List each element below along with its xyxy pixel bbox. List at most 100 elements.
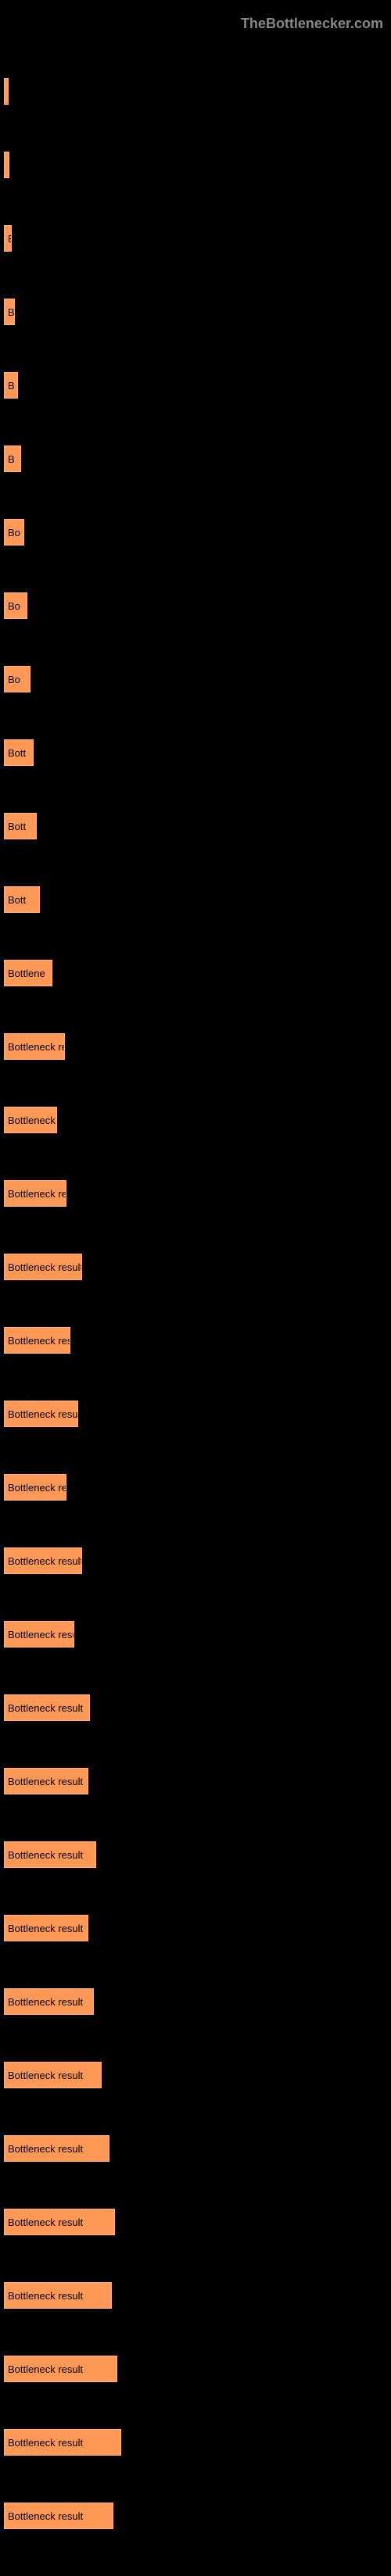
bar-label: Bottlene — [8, 968, 45, 979]
bar-row: B — [4, 225, 391, 252]
bar-label: B — [8, 159, 9, 171]
bar-label: Bo — [8, 674, 20, 685]
bar-row: Bottleneck result — [4, 2209, 391, 2235]
bar-row: Bottleneck re — [4, 1180, 391, 1207]
bar-row: B — [4, 152, 391, 178]
chart-bar: Bottleneck result — [4, 2356, 117, 2382]
chart-bar: Bottleneck result — [4, 2503, 113, 2529]
bar-label: B — [8, 306, 15, 318]
bar-row: Bottleneck resu — [4, 1621, 391, 1648]
chart-bar: Bottleneck res — [4, 1327, 70, 1354]
bar-label: Bottleneck result — [8, 1849, 83, 1861]
chart-bar: Bottleneck resul — [4, 1401, 78, 1427]
chart-bar: Bo — [4, 519, 24, 546]
bar-label: Bottleneck result — [8, 2290, 83, 2302]
bar-row: Bottleneck result — [4, 2429, 391, 2456]
bar-label: Bottleneck result — [8, 2143, 83, 2155]
bar-label: Bottleneck re — [8, 1482, 66, 1494]
bar-label: Bott — [8, 747, 26, 759]
chart-bar: Bottleneck result — [4, 2282, 112, 2309]
chart-bar: Bott — [4, 813, 37, 839]
bar-label: Bo — [8, 600, 20, 612]
bar-row — [4, 78, 391, 105]
bar-label: Bott — [8, 821, 26, 832]
bar-label: Bottleneck result — [8, 1555, 82, 1567]
bar-label: Bottleneck resu — [8, 1629, 74, 1640]
bar-row: Bottleneck result — [4, 1915, 391, 1941]
bar-label: B — [8, 453, 15, 465]
bar-label: Bottleneck result — [8, 2216, 83, 2228]
bar-row: Bottleneck re — [4, 1033, 391, 1060]
bar-row: Bottleneck res — [4, 1327, 391, 1354]
watermark-text: TheBottlenecker.com — [241, 16, 383, 32]
bar-row: B — [4, 372, 391, 399]
bar-row: Bottleneck re — [4, 1474, 391, 1501]
bar-row: Bottleneck result — [4, 1988, 391, 2015]
bar-row: Bottleneck result — [4, 2062, 391, 2088]
chart-bar: Bottleneck result — [4, 1768, 88, 1794]
chart-bar: Bottleneck result — [4, 2062, 102, 2088]
bar-row: Bott — [4, 739, 391, 766]
chart-bar: Bottleneck result — [4, 2135, 109, 2162]
bar-row: Bott — [4, 886, 391, 913]
chart-bar: Bottleneck result — [4, 2209, 115, 2235]
bar-row: Bo — [4, 666, 391, 692]
bar-label: Bottleneck result — [8, 2070, 83, 2081]
bar-label: Bottleneck re — [8, 1188, 66, 1200]
bar-label: Bottleneck result — [8, 1261, 82, 1273]
bar-row: Bottleneck result — [4, 2135, 391, 2162]
chart-bar: Bottleneck result — [4, 2429, 121, 2456]
chart-bar: Bo — [4, 666, 30, 692]
bar-row: Bottleneck result — [4, 1254, 391, 1280]
chart-bar: Bottleneck result — [4, 1547, 82, 1574]
bar-row: B — [4, 445, 391, 472]
chart-bar: B — [4, 372, 18, 399]
chart-bar: Bottleneck — [4, 1107, 57, 1133]
bar-label: Bottleneck result — [8, 1996, 83, 2008]
chart-bar: Bottlene — [4, 960, 52, 986]
bar-row: Bottleneck result — [4, 2282, 391, 2309]
bar-row: Bott — [4, 813, 391, 839]
bar-label: Bottleneck result — [8, 2437, 83, 2449]
chart-bar: Bott — [4, 886, 40, 913]
chart-bar: Bott — [4, 739, 34, 766]
bar-label: Bo — [8, 527, 20, 538]
chart-bar: Bottleneck re — [4, 1180, 66, 1207]
bar-row: Bottleneck result — [4, 1841, 391, 1868]
bar-row: Bo — [4, 519, 391, 546]
bar-row: Bottleneck result — [4, 2356, 391, 2382]
chart-bar: Bottleneck result — [4, 1988, 94, 2015]
bar-label: Bottleneck resul — [8, 1408, 78, 1420]
bar-label: Bottleneck result — [8, 2510, 83, 2522]
bar-row: B — [4, 299, 391, 325]
chart-bar: Bottleneck re — [4, 1033, 65, 1060]
bar-row: Bottlene — [4, 960, 391, 986]
bar-label: Bottleneck re — [8, 1041, 65, 1053]
bar-label: B — [8, 233, 12, 245]
bar-row: Bottleneck result — [4, 2503, 391, 2529]
chart-bar: Bottleneck result — [4, 1694, 90, 1721]
chart-bar: B — [4, 152, 9, 178]
bar-row: Bottleneck result — [4, 1547, 391, 1574]
bar-label: B — [8, 380, 15, 392]
chart-bar: Bottleneck re — [4, 1474, 66, 1501]
bar-label: Bott — [8, 894, 26, 906]
bar-row: Bottleneck result — [4, 1694, 391, 1721]
bar-label: Bottleneck result — [8, 2363, 83, 2375]
chart-bar: B — [4, 445, 21, 472]
bar-row: Bottleneck result — [4, 1768, 391, 1794]
chart-bar: Bo — [4, 592, 27, 619]
bar-label: Bottleneck res — [8, 1335, 70, 1347]
bar-label: Bottleneck — [8, 1114, 56, 1126]
bar-row: Bo — [4, 592, 391, 619]
chart-bar: Bottleneck result — [4, 1254, 82, 1280]
bar-label: Bottleneck result — [8, 1923, 83, 1934]
chart-container: B B B B B Bo Bo Bo Bott Bott Bott Bottlene Bottlenec… — [0, 0, 391, 2529]
bar-label: Bottleneck result — [8, 1702, 83, 1714]
chart-bar: B — [4, 299, 15, 325]
chart-bar: Bottleneck resu — [4, 1621, 74, 1648]
bar-row: Bottleneck resul — [4, 1401, 391, 1427]
bar-label: Bottleneck result — [8, 1776, 83, 1787]
chart-bar: Bottleneck result — [4, 1915, 88, 1941]
bar-row: Bottleneck — [4, 1107, 391, 1133]
